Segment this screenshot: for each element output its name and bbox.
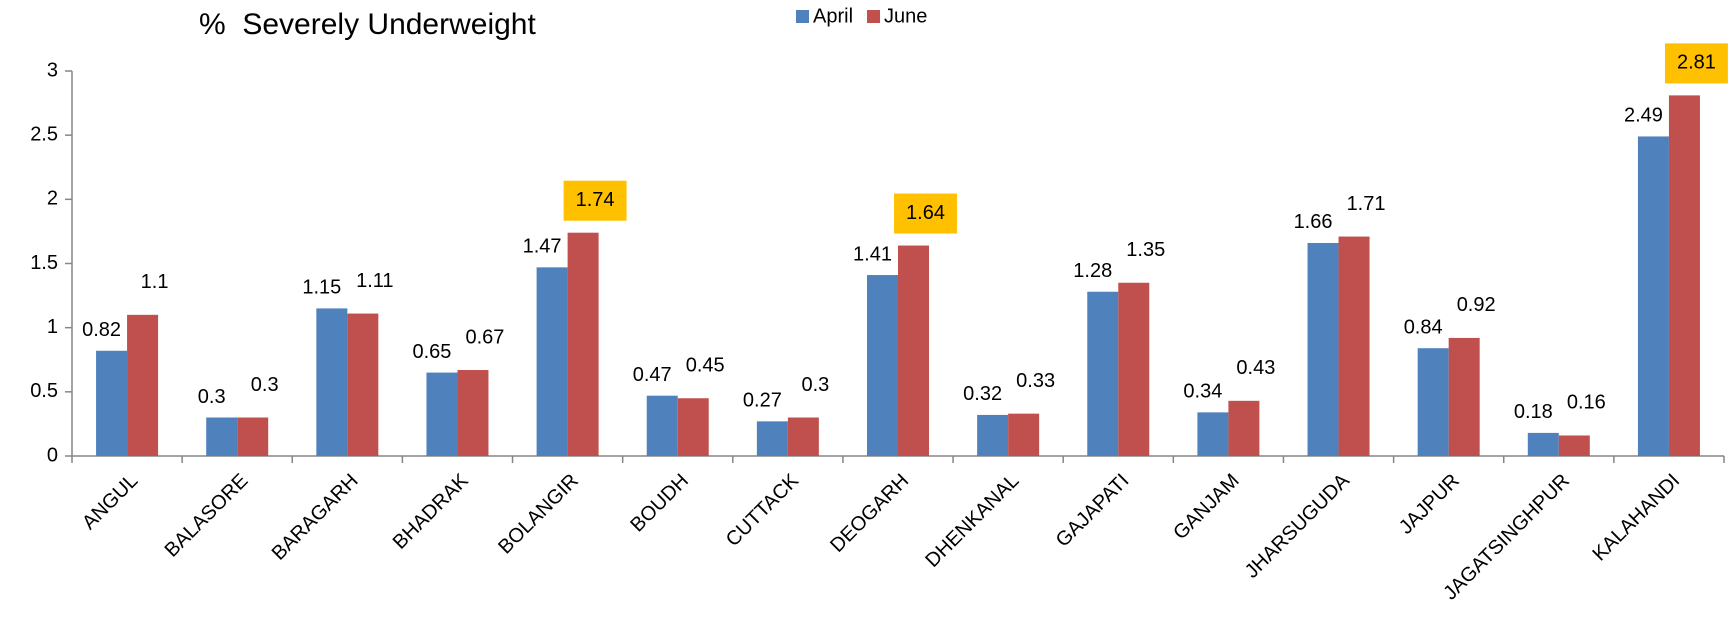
data-label: 0.18 xyxy=(1514,401,1553,423)
bar xyxy=(1008,413,1040,456)
bar xyxy=(237,417,269,456)
y-tick-label: 0 xyxy=(47,444,58,466)
bar xyxy=(96,350,128,456)
data-label: 1.66 xyxy=(1294,211,1333,233)
x-tick-label: ANGUL xyxy=(78,470,142,534)
data-label: 0.84 xyxy=(1404,316,1443,338)
data-label: 1.71 xyxy=(1347,193,1386,215)
bar xyxy=(1307,242,1339,456)
bar xyxy=(457,370,489,456)
data-label: 0.3 xyxy=(801,374,829,396)
data-label: 1.74 xyxy=(576,189,615,211)
y-tick-label: 0.5 xyxy=(30,380,58,402)
data-label: 2.81 xyxy=(1677,52,1716,74)
y-tick-label: 2.5 xyxy=(30,123,58,145)
data-label-highlight xyxy=(894,193,957,234)
bar xyxy=(1118,282,1150,456)
y-tick-label: 1 xyxy=(47,316,58,338)
legend-label: June xyxy=(884,5,927,27)
bar xyxy=(426,372,458,456)
bar xyxy=(1228,400,1260,456)
x-tick-label: DEOGARH xyxy=(826,470,913,557)
data-label-highlight xyxy=(1664,43,1728,84)
legend-label: April xyxy=(813,5,853,27)
data-label: 0.32 xyxy=(963,383,1002,405)
data-label: 0.16 xyxy=(1567,392,1606,414)
bar xyxy=(677,398,709,456)
data-label: 0.65 xyxy=(412,341,451,363)
data-label: 1.11 xyxy=(356,270,393,292)
bar xyxy=(787,417,819,456)
bar xyxy=(567,232,599,456)
bar xyxy=(898,245,929,456)
legend-swatch xyxy=(867,10,881,23)
data-label: 0.43 xyxy=(1236,357,1275,379)
bar xyxy=(206,417,238,456)
bar xyxy=(1448,337,1480,456)
x-tick-label: GAJAPATI xyxy=(1052,470,1134,552)
bar xyxy=(316,308,348,456)
data-label: 0.3 xyxy=(198,386,226,408)
bar xyxy=(1417,348,1449,456)
x-tick-label: GANJAM xyxy=(1169,470,1243,544)
bar xyxy=(756,421,788,456)
x-tick-label: JAGATSINGHPUR xyxy=(1439,470,1574,605)
data-label: 1.15 xyxy=(302,277,341,299)
y-tick-label: 2 xyxy=(47,188,58,210)
data-label: 0.34 xyxy=(1183,381,1222,403)
x-tick-label: DHENKANAL xyxy=(921,470,1023,572)
bar xyxy=(536,267,568,456)
bar xyxy=(127,314,159,456)
bar xyxy=(1197,412,1229,456)
bar xyxy=(1087,291,1119,456)
x-tick-label: BALASORE xyxy=(161,470,253,562)
data-label: 0.82 xyxy=(82,319,121,341)
data-label: 1.64 xyxy=(906,202,945,224)
bar xyxy=(867,275,898,456)
data-label: 1.1 xyxy=(141,271,169,293)
chart-title: % Severely Underweight xyxy=(199,8,536,41)
data-label: 0.3 xyxy=(251,374,279,396)
data-label: 2.49 xyxy=(1624,105,1663,127)
bar xyxy=(1527,432,1559,456)
data-label: 1.35 xyxy=(1126,239,1165,261)
bar xyxy=(1338,236,1370,456)
x-tick-label: KALAHANDI xyxy=(1588,470,1684,566)
x-tick-label: BOUDH xyxy=(626,470,693,537)
data-label: 1.47 xyxy=(523,236,562,258)
data-label: 0.67 xyxy=(465,326,504,348)
data-label-highlight xyxy=(563,180,627,221)
data-label: 0.92 xyxy=(1457,294,1496,316)
data-label: 0.47 xyxy=(633,364,672,386)
data-label: 0.27 xyxy=(743,390,782,412)
legend-swatch xyxy=(796,10,809,23)
bar xyxy=(1668,95,1700,456)
data-label: 1.28 xyxy=(1073,260,1112,282)
bar xyxy=(1558,435,1590,456)
data-label: 1.41 xyxy=(853,243,892,265)
bar xyxy=(1637,136,1669,456)
bar xyxy=(977,414,1009,456)
x-tick-label: JAJPUR xyxy=(1395,470,1464,539)
y-tick-label: 1.5 xyxy=(30,252,58,274)
bar xyxy=(347,313,379,456)
x-tick-label: CUTTACK xyxy=(722,469,804,551)
bar xyxy=(646,395,678,456)
x-tick-label: BARAGARH xyxy=(268,470,363,565)
data-label: 0.33 xyxy=(1016,370,1055,392)
y-tick-label: 3 xyxy=(47,59,58,81)
data-label: 0.45 xyxy=(686,355,725,377)
x-tick-label: BOLANGIR xyxy=(494,470,583,559)
x-tick-label: JHARSUGUDA xyxy=(1241,469,1354,582)
x-tick-label: BHADRAK xyxy=(389,469,473,553)
